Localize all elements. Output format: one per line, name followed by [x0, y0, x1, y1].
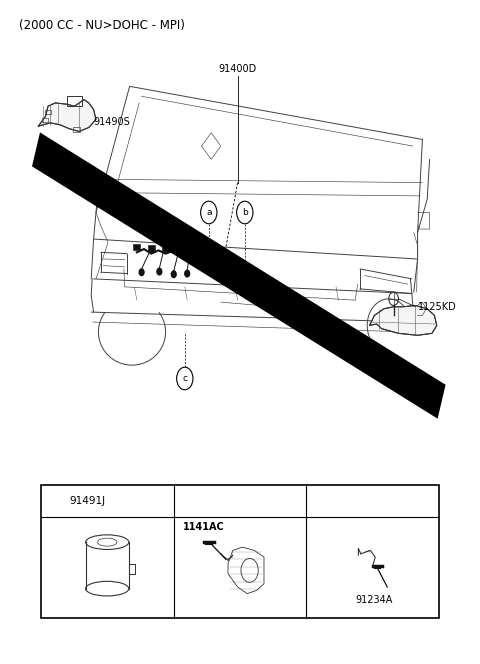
Circle shape: [139, 269, 144, 276]
Bar: [67, 96, 82, 106]
Text: c: c: [312, 496, 318, 505]
Bar: [193, 250, 200, 257]
Bar: [162, 245, 169, 252]
Text: a: a: [206, 208, 212, 217]
Text: 1141AC: 1141AC: [183, 522, 225, 532]
Bar: [177, 247, 183, 254]
Bar: [73, 127, 80, 132]
Text: 91400D: 91400D: [218, 64, 257, 74]
Bar: [45, 110, 51, 114]
Bar: [217, 256, 221, 259]
Polygon shape: [38, 100, 96, 131]
Bar: [42, 118, 48, 122]
Bar: [217, 268, 221, 271]
Text: b: b: [180, 496, 185, 505]
Circle shape: [157, 268, 162, 275]
Text: 91490S: 91490S: [94, 116, 131, 127]
Text: 1125KD: 1125KD: [418, 301, 456, 312]
Text: b: b: [242, 208, 248, 217]
Bar: [133, 244, 140, 250]
Bar: [216, 258, 228, 274]
Circle shape: [185, 270, 190, 277]
Text: 91491J: 91491J: [70, 495, 106, 506]
Text: a: a: [49, 496, 55, 505]
Text: 91491H: 91491H: [384, 378, 422, 388]
Circle shape: [171, 271, 176, 278]
Bar: [217, 260, 221, 263]
Bar: [41, 485, 439, 618]
Bar: [217, 264, 221, 267]
Text: (2000 CC - NU>DOHC - MPI): (2000 CC - NU>DOHC - MPI): [19, 19, 185, 32]
Polygon shape: [32, 132, 445, 419]
Text: 91234A: 91234A: [355, 595, 393, 606]
Text: c: c: [182, 374, 187, 383]
Polygon shape: [370, 305, 437, 335]
Bar: [148, 245, 155, 252]
